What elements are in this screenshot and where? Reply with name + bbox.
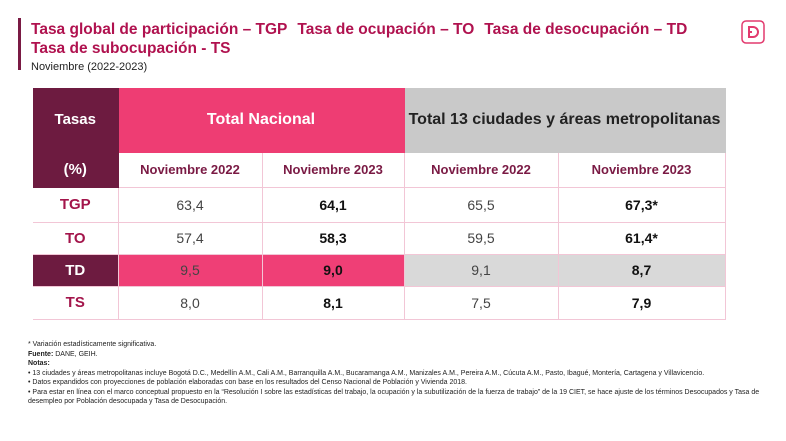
cell-value: 64,1 <box>262 187 405 223</box>
note-item: 13 ciudades y áreas metropolitanas inclu… <box>28 369 768 379</box>
note-item: Datos expandidos con proyecciones de pob… <box>28 378 768 388</box>
notes-label: Notas: <box>28 360 50 367</box>
source-label: Fuente: <box>28 350 54 358</box>
cell-value: 8,0 <box>118 286 263 320</box>
cell-value: 8,1 <box>262 286 405 320</box>
row-label: TD <box>33 254 119 287</box>
cell-value: 59,5 <box>404 222 559 255</box>
cell-value: 67,3* <box>558 187 726 223</box>
corner-unit: (%) <box>33 152 119 188</box>
group-header: Total Nacional <box>118 88 405 153</box>
cell-value: 7,5 <box>404 286 559 320</box>
table-row: TO 57,4 58,3 59,5 61,4* <box>33 222 726 255</box>
cell-value: 8,7 <box>558 254 726 287</box>
title: Tasa global de participación – TGP Tasa d… <box>31 20 697 58</box>
cell-value: 58,3 <box>262 222 405 255</box>
title-item: Tasa de subocupación - TS <box>31 40 231 57</box>
footnotes: * Variación estadísticamente significati… <box>28 340 768 407</box>
accent-bar <box>18 18 21 70</box>
group-header: Total 13 ciudades y áreas metropolitanas <box>404 88 726 153</box>
cell-value: 9,5 <box>118 254 263 287</box>
cell-value: 7,9 <box>558 286 726 320</box>
row-label: TS <box>33 286 119 320</box>
cell-value: 63,4 <box>118 187 263 223</box>
sub-header: Noviembre 2022 <box>118 152 263 188</box>
title-item: Tasa global de participación – TGP <box>31 21 288 38</box>
table-row: TD 9,5 9,0 9,1 8,7 <box>33 254 726 287</box>
row-label: TGP <box>33 187 119 223</box>
title-item: Tasa de desocupación – TD <box>484 21 688 38</box>
table-row: TS 8,0 8,1 7,5 7,9 <box>33 286 726 320</box>
significance-note: * Variación estadísticamente significati… <box>28 341 157 348</box>
cell-value: 61,4* <box>558 222 726 255</box>
cell-value: 9,1 <box>404 254 559 287</box>
note-item: Para estar en línea con el marco concept… <box>28 388 768 407</box>
subtitle: Noviembre (2022-2023) <box>31 61 148 73</box>
notes-list: 13 ciudades y áreas metropolitanas inclu… <box>28 369 768 407</box>
table-row: TGP 63,4 64,1 65,5 67,3* <box>33 187 726 223</box>
row-label: TO <box>33 222 119 255</box>
cell-value: 57,4 <box>118 222 263 255</box>
logo <box>741 20 765 44</box>
corner-header: Tasas <box>33 88 119 153</box>
source-text: DANE, GEIH. <box>55 350 98 358</box>
source: Fuente: DANE, GEIH. <box>28 350 768 360</box>
cell-value: 9,0 <box>262 254 405 287</box>
title-item: Tasa de ocupación – TO <box>297 21 475 38</box>
sub-header: Noviembre 2023 <box>262 152 405 188</box>
cell-value: 65,5 <box>404 187 559 223</box>
sub-header: Noviembre 2022 <box>404 152 559 188</box>
sub-header: Noviembre 2023 <box>558 152 726 188</box>
data-table: Tasas Total Nacional Total 13 ciudades y… <box>33 88 726 320</box>
